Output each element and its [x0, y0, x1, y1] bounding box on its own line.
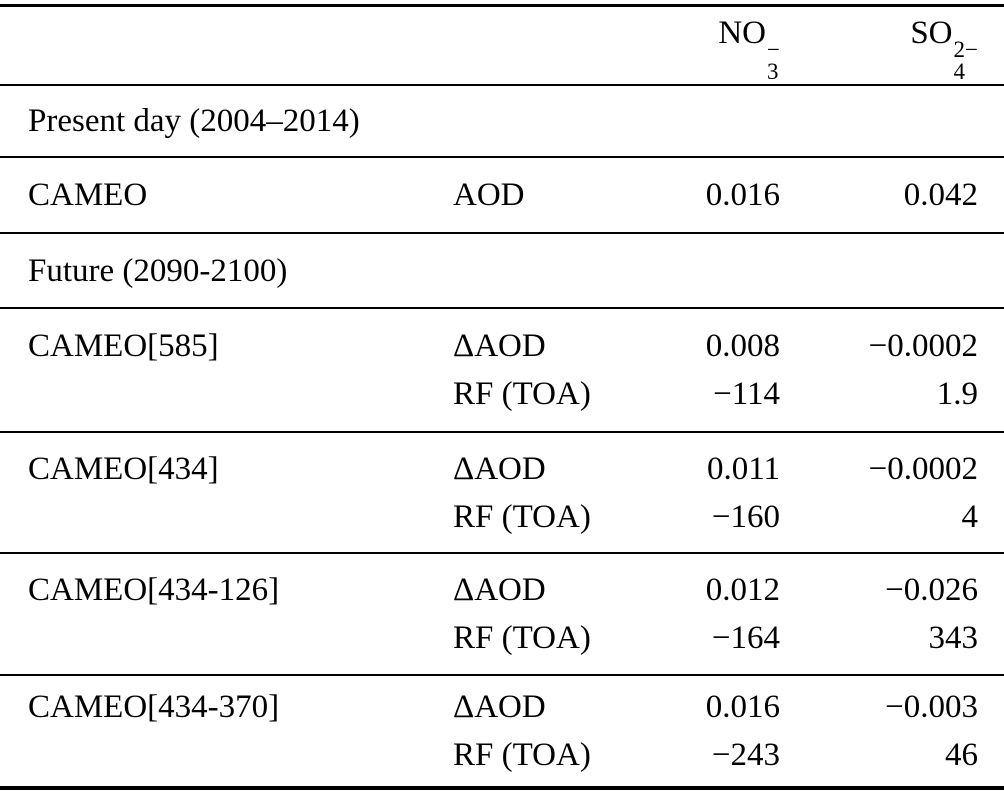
row-label: CAMEO: [28, 177, 148, 213]
column-header-no3: NO −3: [640, 9, 780, 83]
row-label: CAMEO[434-370]: [28, 689, 280, 725]
value-no3: 0.012: [705, 572, 780, 608]
metric-label: RF (TOA): [453, 737, 591, 773]
no3-subscript: 3: [767, 58, 779, 84]
metric-label: RF (TOA): [453, 620, 591, 656]
metric-label: ΔAOD: [453, 450, 546, 487]
column-header-so4: SO 2− 4: [780, 9, 978, 83]
table-row-cameo: CAMEO AOD 0.016 0.042: [0, 156, 1004, 232]
value-so4: −0.026: [885, 572, 978, 608]
value-so4: 46: [945, 737, 978, 773]
table-group-cameo-434-126: CAMEO[434-126] ΔAOD 0.012 −0.026 RF (TOA…: [0, 552, 1004, 674]
table-header-row: NO −3 SO 2− 4: [0, 7, 1004, 84]
value-no3: 0.016: [705, 689, 780, 725]
metric-label: ΔAOD: [453, 689, 546, 725]
value-so4: −0.0002: [868, 450, 978, 487]
value-so4: 4: [961, 498, 979, 535]
metric-label: AOD: [453, 177, 525, 213]
value-so4: 1.9: [936, 376, 978, 412]
no3-formula: NO −3: [718, 14, 780, 84]
row-label: CAMEO[585]: [28, 328, 219, 364]
value-no3: 0.016: [705, 177, 780, 213]
metric-label: ΔAOD: [453, 572, 546, 608]
so4-superscript: 2−: [953, 36, 978, 62]
no3-superscript: −: [767, 36, 780, 62]
value-so4: −0.0002: [868, 328, 978, 364]
metric-label: RF (TOA): [453, 498, 591, 535]
metric-label: RF (TOA): [453, 376, 591, 412]
section-header-future: Future (2090-2100): [0, 232, 1004, 307]
so4-subscript: 4: [953, 58, 966, 84]
section-title: Future (2090-2100): [28, 252, 288, 289]
value-no3: −243: [711, 737, 780, 773]
table-group-cameo-585: CAMEO[585] ΔAOD 0.008 −0.0002 RF (TOA) −…: [0, 307, 1004, 431]
table-group-cameo-434-370: CAMEO[434-370] ΔAOD 0.016 −0.003 RF (TOA…: [0, 674, 1004, 786]
row-label: CAMEO[434]: [28, 450, 219, 487]
value-so4: −0.003: [885, 689, 978, 725]
row-label: CAMEO[434-126]: [28, 572, 280, 608]
value-no3: 0.011: [706, 450, 780, 487]
value-so4: 0.042: [903, 177, 978, 213]
value-so4: 343: [928, 620, 979, 656]
section-header-present-day: Present day (2004–2014): [0, 84, 1004, 156]
table-group-cameo-434: CAMEO[434] ΔAOD 0.011 −0.0002 RF (TOA) −…: [0, 431, 1004, 552]
value-no3: −164: [711, 620, 780, 656]
results-table: NO −3 SO 2− 4 Present day (2004–2014) CAMEO…: [0, 4, 1004, 790]
metric-label: ΔAOD: [453, 328, 546, 364]
value-no3: −160: [711, 498, 780, 535]
so4-formula: SO 2− 4: [910, 14, 978, 84]
value-no3: −114: [713, 376, 780, 412]
value-no3: 0.008: [705, 328, 780, 364]
section-title: Present day (2004–2014): [28, 103, 360, 139]
